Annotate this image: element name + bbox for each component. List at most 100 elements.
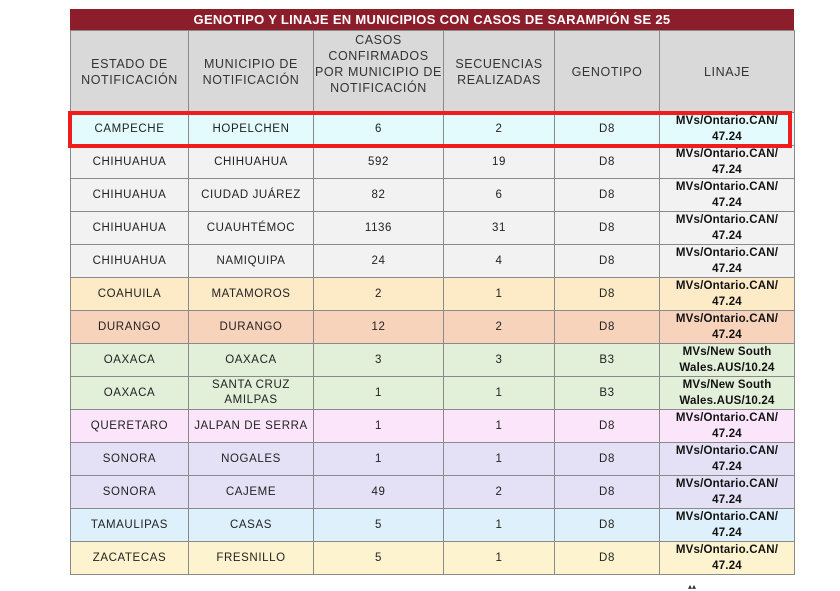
cell-genotipo: B3	[554, 376, 660, 410]
cell-linaje: MVs/Ontario.CAN/ 47.24	[659, 145, 795, 179]
cell-linaje: MVs/Ontario.CAN/ 47.24	[659, 508, 795, 542]
measles-genotype-table-sheet: GENOTIPO Y LINAJE EN MUNICIPIOS CON CASO…	[70, 9, 795, 575]
table-row: CHIHUAHUA NAMIQUIPA 24 4 D8 MVs/Ontario.CAN/ …	[70, 244, 795, 278]
cell-genotipo: B3	[554, 343, 660, 377]
cell-genotipo: D8	[554, 211, 660, 245]
cell-secuencias: 1	[443, 508, 555, 542]
table-row: ZACATECAS FRESNILLO 5 1 D8 MVs/Ontario.CAN/ 4…	[70, 541, 795, 575]
cell-secuencias: 2	[443, 112, 555, 146]
cell-genotipo: D8	[554, 508, 660, 542]
cell-secuencias: 1	[443, 442, 555, 476]
table-row: QUERETARO JALPAN DE SERRA 1 1 D8 MVs/Ontario.…	[70, 409, 795, 443]
cell-municipio: CAJEME	[188, 475, 314, 509]
table-row: CHIHUAHUA CIUDAD JUÁREZ 82 6 D8 MVs/Ontario.C…	[70, 178, 795, 212]
header-municipio: MUNICIPIO DE NOTIFICACIÓN	[188, 30, 314, 113]
cell-municipio: HOPELCHEN	[188, 112, 314, 146]
table-row: OAXACA OAXACA 3 3 B3 MVs/New South Wales.AUS/…	[70, 343, 795, 377]
table-row: COAHUILA MATAMOROS 2 1 D8 MVs/Ontario.CAN/ 47…	[70, 277, 795, 311]
table-row: SONORA CAJEME 49 2 D8 MVs/Ontario.CAN/ 47.24	[70, 475, 795, 509]
cell-estado: COAHUILA	[70, 277, 189, 311]
page-corner-mark: ▴▴	[688, 582, 697, 591]
cell-casos: 2	[313, 277, 444, 311]
cell-estado: OAXACA	[70, 376, 189, 410]
header-casos: CASOS CONFIRMADOS POR MUNICIPIO DE NOTIF…	[313, 30, 444, 113]
cell-genotipo: D8	[554, 277, 660, 311]
cell-estado: CHIHUAHUA	[70, 145, 189, 179]
table-body: CAMPECHE HOPELCHEN 6 2 D8 MVs/Ontario.CAN/ 47…	[70, 112, 795, 575]
table-title: GENOTIPO Y LINAJE EN MUNICIPIOS CON CASO…	[70, 9, 794, 30]
cell-municipio: NOGALES	[188, 442, 314, 476]
cell-secuencias: 2	[443, 310, 555, 344]
cell-genotipo: D8	[554, 310, 660, 344]
cell-municipio: NAMIQUIPA	[188, 244, 314, 278]
cell-genotipo: D8	[554, 442, 660, 476]
cell-secuencias: 3	[443, 343, 555, 377]
cell-casos: 3	[313, 343, 444, 377]
table-header: ESTADO DE NOTIFICACIÓN MUNICIPIO DE NOTI…	[70, 30, 795, 113]
cell-municipio: MATAMOROS	[188, 277, 314, 311]
cell-estado: CHIHUAHUA	[70, 244, 189, 278]
cell-casos: 82	[313, 178, 444, 212]
cell-genotipo: D8	[554, 244, 660, 278]
cell-linaje: MVs/Ontario.CAN/ 47.24	[659, 409, 795, 443]
table-row: CAMPECHE HOPELCHEN 6 2 D8 MVs/Ontario.CAN/ 47…	[70, 112, 795, 146]
cell-municipio: DURANGO	[188, 310, 314, 344]
cell-genotipo: D8	[554, 112, 660, 146]
cell-linaje: MVs/Ontario.CAN/ 47.24	[659, 211, 795, 245]
cell-secuencias: 1	[443, 277, 555, 311]
cell-secuencias: 1	[443, 376, 555, 410]
cell-casos: 1	[313, 409, 444, 443]
header-estado: ESTADO DE NOTIFICACIÓN	[70, 30, 189, 113]
cell-linaje: MVs/Ontario.CAN/ 47.24	[659, 178, 795, 212]
table-row: DURANGO DURANGO 12 2 D8 MVs/Ontario.CAN/ 47.2…	[70, 310, 795, 344]
cell-secuencias: 31	[443, 211, 555, 245]
cell-secuencias: 4	[443, 244, 555, 278]
cell-estado: CHIHUAHUA	[70, 211, 189, 245]
cell-municipio: SANTA CRUZ AMILPAS	[188, 376, 314, 410]
genotype-table: ESTADO DE NOTIFICACIÓN MUNICIPIO DE NOTI…	[70, 30, 795, 575]
cell-genotipo: D8	[554, 409, 660, 443]
header-genotipo: GENOTIPO	[554, 30, 660, 113]
cell-estado: SONORA	[70, 475, 189, 509]
cell-municipio: OAXACA	[188, 343, 314, 377]
cell-municipio: JALPAN DE SERRA	[188, 409, 314, 443]
cell-secuencias: 2	[443, 475, 555, 509]
cell-secuencias: 6	[443, 178, 555, 212]
cell-linaje: MVs/Ontario.CAN/ 47.24	[659, 112, 795, 146]
cell-casos: 6	[313, 112, 444, 146]
cell-genotipo: D8	[554, 541, 660, 575]
cell-estado: SONORA	[70, 442, 189, 476]
cell-municipio: CHIHUAHUA	[188, 145, 314, 179]
cell-municipio: FRESNILLO	[188, 541, 314, 575]
table-row: CHIHUAHUA CUAUHTÉMOC 1136 31 D8 MVs/Ontario.C…	[70, 211, 795, 245]
cell-linaje: MVs/Ontario.CAN/ 47.24	[659, 310, 795, 344]
cell-estado: CAMPECHE	[70, 112, 189, 146]
cell-linaje: MVs/New South Wales.AUS/10.24	[659, 376, 795, 410]
cell-linaje: MVs/Ontario.CAN/ 47.24	[659, 475, 795, 509]
cell-municipio: CUAUHTÉMOC	[188, 211, 314, 245]
cell-secuencias: 1	[443, 409, 555, 443]
cell-municipio: CIUDAD JUÁREZ	[188, 178, 314, 212]
cell-genotipo: D8	[554, 178, 660, 212]
table-row: CHIHUAHUA CHIHUAHUA 592 19 D8 MVs/Ontario.CAN…	[70, 145, 795, 179]
cell-secuencias: 1	[443, 541, 555, 575]
table-row: TAMAULIPAS CASAS 5 1 D8 MVs/Ontario.CAN/ 47.2…	[70, 508, 795, 542]
cell-municipio: CASAS	[188, 508, 314, 542]
cell-casos: 1	[313, 442, 444, 476]
cell-casos: 49	[313, 475, 444, 509]
cell-casos: 5	[313, 541, 444, 575]
cell-linaje: MVs/Ontario.CAN/ 47.24	[659, 244, 795, 278]
cell-casos: 5	[313, 508, 444, 542]
cell-linaje: MVs/New South Wales.AUS/10.24	[659, 343, 795, 377]
cell-estado: DURANGO	[70, 310, 189, 344]
cell-linaje: MVs/Ontario.CAN/ 47.24	[659, 277, 795, 311]
cell-genotipo: D8	[554, 145, 660, 179]
header-linaje: LINAJE	[659, 30, 795, 113]
table-row: OAXACA SANTA CRUZ AMILPAS 1 1 B3 MVs/New Sout…	[70, 376, 795, 410]
cell-estado: OAXACA	[70, 343, 189, 377]
cell-estado: QUERETARO	[70, 409, 189, 443]
cell-casos: 12	[313, 310, 444, 344]
cell-genotipo: D8	[554, 475, 660, 509]
cell-casos: 24	[313, 244, 444, 278]
cell-casos: 592	[313, 145, 444, 179]
